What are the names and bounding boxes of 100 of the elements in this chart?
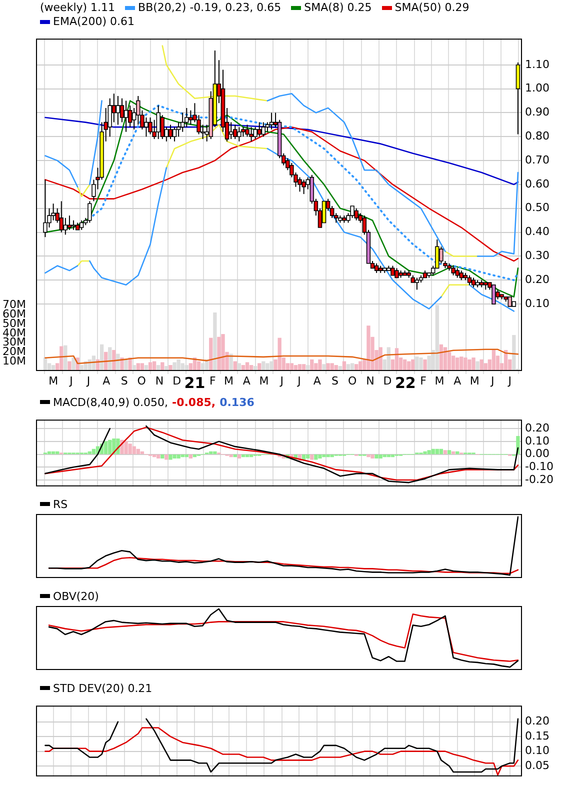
bar xyxy=(419,358,423,371)
bar xyxy=(443,450,448,454)
legend-label: RS xyxy=(52,498,68,510)
x-tick-label: F xyxy=(209,374,216,388)
bar xyxy=(156,454,160,458)
bar xyxy=(314,454,318,460)
bar xyxy=(468,359,472,371)
bar xyxy=(431,448,435,454)
text: 0.136 xyxy=(220,396,254,408)
bar xyxy=(92,448,96,454)
x-tick-label: A xyxy=(454,374,462,388)
bar xyxy=(172,454,176,458)
chart-title: (weekly) 1.11 xyxy=(40,1,116,14)
bar xyxy=(476,361,480,371)
y-tick-label: 0.00 xyxy=(525,447,550,460)
bar xyxy=(164,454,168,460)
bar xyxy=(310,454,314,460)
bar xyxy=(326,454,330,458)
bar xyxy=(168,454,172,460)
bar xyxy=(318,454,322,458)
bar xyxy=(464,358,468,371)
x-tick-label: O xyxy=(348,374,357,388)
bar xyxy=(423,359,427,371)
x-tick-label: A xyxy=(242,374,251,388)
y-tick-label: 0.05 xyxy=(525,758,550,772)
y-tick-label: -0.20 xyxy=(525,472,554,486)
y-tick-label: 0.20 xyxy=(525,714,550,728)
bar xyxy=(108,440,112,454)
legend-label: SMA(8) 0.25 xyxy=(303,1,372,14)
bar xyxy=(132,446,136,454)
bar xyxy=(72,358,76,371)
bar xyxy=(278,338,282,371)
bar xyxy=(112,350,116,371)
bar xyxy=(124,441,128,454)
x-tick-label: A xyxy=(102,374,111,388)
bar xyxy=(188,454,193,458)
x-tick-label: F xyxy=(420,374,426,388)
bar xyxy=(460,356,464,371)
bar xyxy=(176,454,180,458)
legend-label: MACD(8,40,9) 0.050, xyxy=(52,396,168,408)
y-tick-label: 1.10 xyxy=(525,58,550,71)
y-tick-label: 0.20 xyxy=(525,272,550,286)
y-tick-label: 0.70 xyxy=(525,153,550,166)
bar xyxy=(172,362,176,371)
legend-label: BB(20,2) -0.19, 0.23, 0.65 xyxy=(137,1,282,14)
bar xyxy=(366,454,370,458)
x-tick-label: D xyxy=(383,374,392,388)
x-tick-label: M xyxy=(48,374,58,388)
x-tick-label: 22 xyxy=(394,374,416,392)
bar xyxy=(492,350,496,371)
x-tick-label: M xyxy=(224,374,234,388)
legend-label: EMA(200) 0.61 xyxy=(52,15,135,28)
bar xyxy=(306,454,310,458)
y-tick-label: 1.00 xyxy=(525,82,550,95)
x-tick-label: J xyxy=(86,374,90,388)
y2-tick-label: 50M xyxy=(2,316,26,330)
y-tick-label: 0.15 xyxy=(525,729,550,742)
x-tick-label: S xyxy=(331,374,338,388)
bar xyxy=(168,365,172,371)
y-tick-label: -0.10 xyxy=(525,460,554,473)
bar xyxy=(314,363,318,371)
bar xyxy=(318,359,322,371)
text: -0.085, xyxy=(172,396,216,408)
y-tick-label: 0.10 xyxy=(525,744,550,758)
x-tick-label: M xyxy=(259,374,269,388)
bar xyxy=(427,450,431,454)
bar xyxy=(370,454,374,458)
x-tick-label: J xyxy=(507,374,512,388)
bar xyxy=(128,444,132,454)
bar xyxy=(68,361,72,371)
y-tick-label: 0.40 xyxy=(525,225,550,238)
bar xyxy=(435,304,439,371)
y-tick-label: 0.80 xyxy=(525,130,550,143)
y-tick-label: 0.10 xyxy=(525,434,550,448)
x-tick-label: M xyxy=(434,374,444,388)
bar xyxy=(435,448,439,454)
x-tick-label: S xyxy=(120,374,128,388)
y-tick-label: 0.50 xyxy=(525,201,550,214)
legend-label: SMA(50) 0.29 xyxy=(394,1,470,14)
x-tick-label: A xyxy=(313,374,322,388)
bar xyxy=(160,454,164,458)
y2-tick-label: 10M xyxy=(2,354,26,368)
x-tick-label: N xyxy=(155,374,164,388)
bar xyxy=(120,358,124,371)
bar xyxy=(237,454,242,458)
legend-label: STD DEV(20) 0.21 xyxy=(52,682,152,694)
bar xyxy=(124,359,128,371)
bar xyxy=(136,448,140,454)
bar xyxy=(116,354,120,371)
bar xyxy=(423,451,427,454)
y-tick-label: 0.90 xyxy=(525,106,550,119)
x-tick-label: O xyxy=(137,374,146,388)
bar xyxy=(322,454,326,458)
x-tick-label: J xyxy=(279,374,284,388)
bar xyxy=(447,450,452,454)
y-tick-label: 0.60 xyxy=(525,177,550,190)
x-tick-label: J xyxy=(68,374,73,388)
x-tick-label: N xyxy=(366,374,374,388)
x-tick-label: M xyxy=(470,374,480,388)
bar xyxy=(213,451,217,454)
